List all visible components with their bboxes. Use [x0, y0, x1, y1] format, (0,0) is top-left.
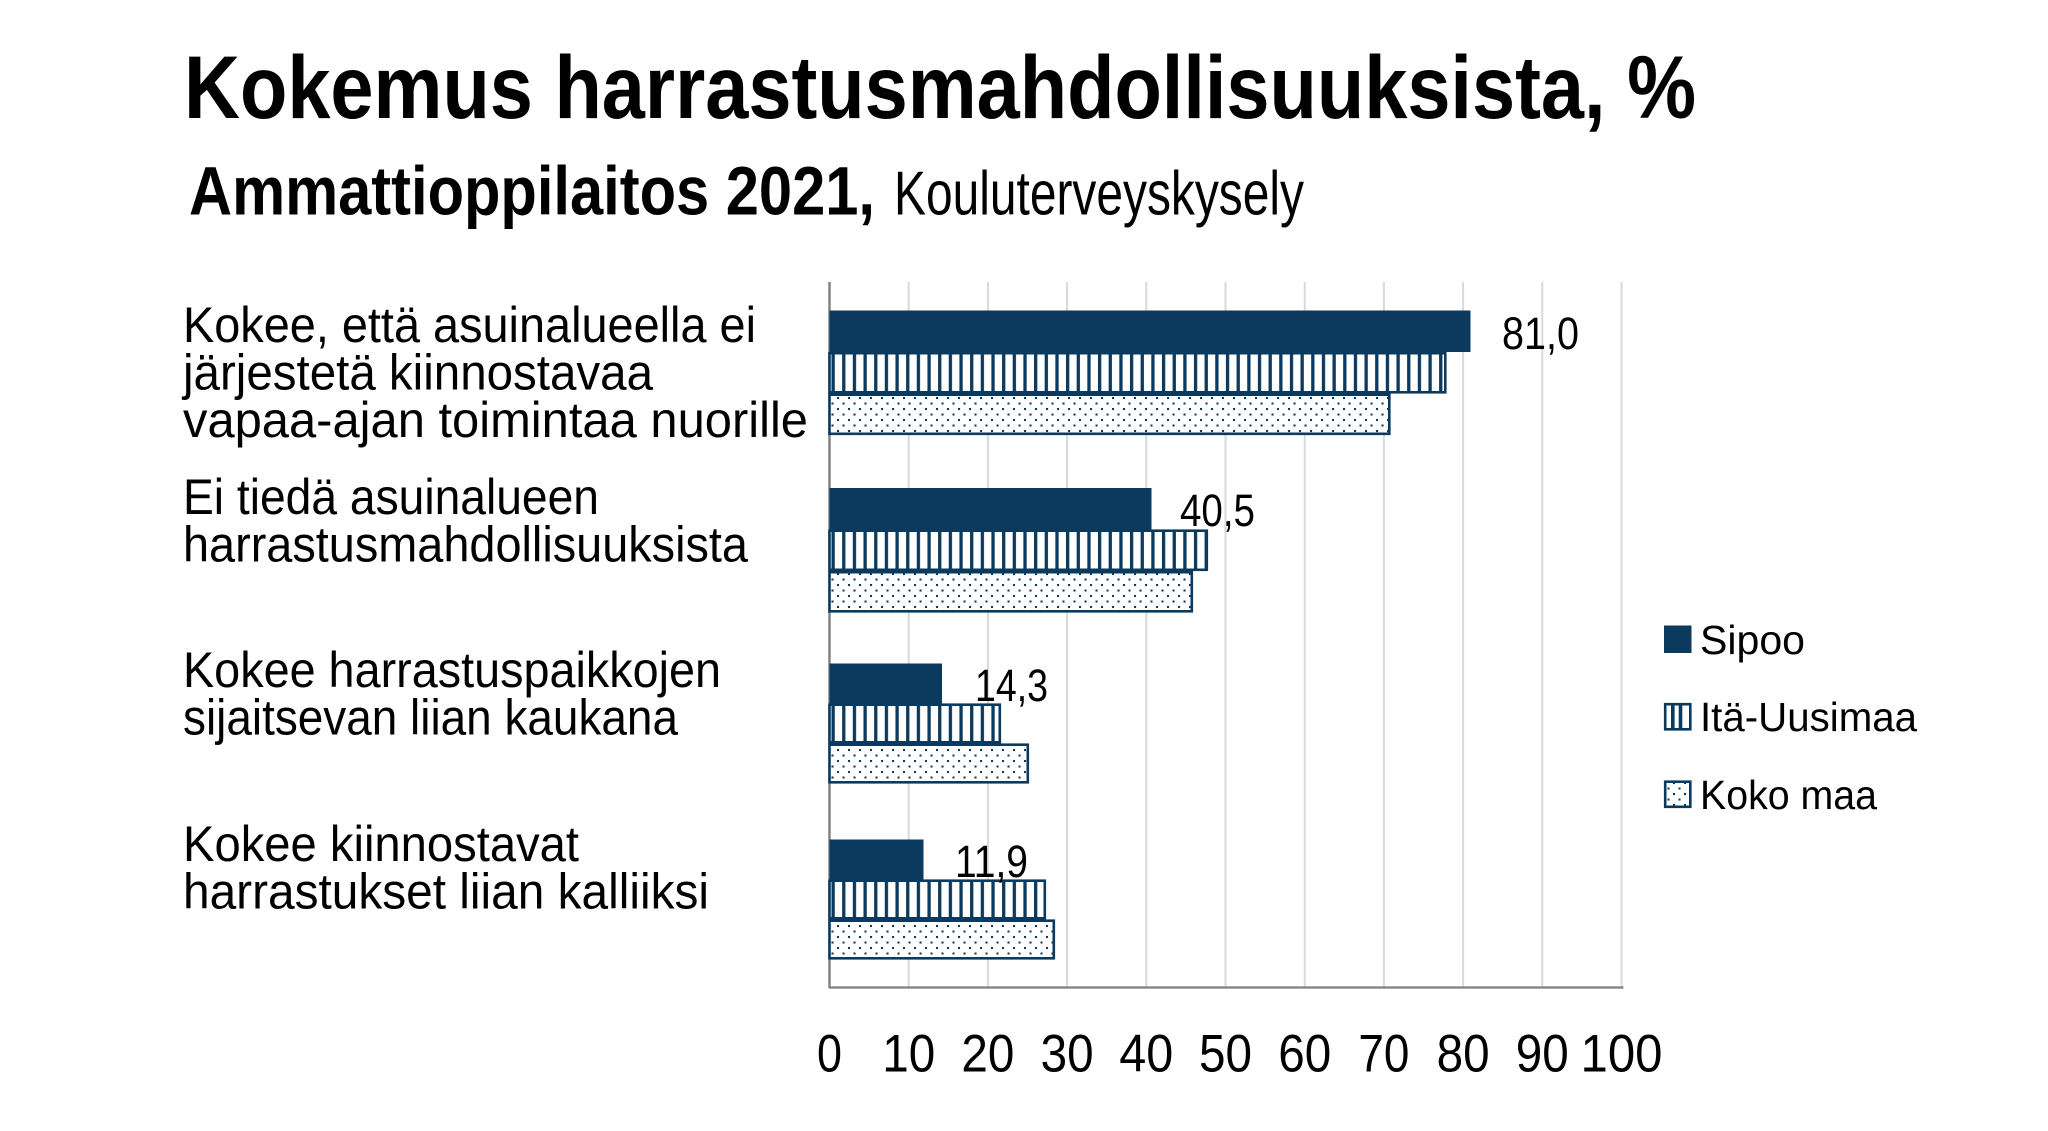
- svg-text:20: 20: [961, 1025, 1014, 1084]
- svg-text:30: 30: [1041, 1025, 1094, 1084]
- svg-text:90: 90: [1516, 1025, 1569, 1084]
- svg-text:40,5: 40,5: [1180, 485, 1255, 536]
- svg-text:10: 10: [882, 1025, 935, 1084]
- svg-text:40: 40: [1119, 1025, 1173, 1084]
- svg-text:11,9: 11,9: [955, 836, 1028, 887]
- svg-text:60: 60: [1278, 1025, 1331, 1084]
- svg-text:Ammattioppilaitos 2021,: Ammattioppilaitos 2021,: [189, 153, 875, 230]
- svg-text:100: 100: [1581, 1025, 1663, 1084]
- svg-text:Kokee kiinnostavat: Kokee kiinnostavat: [183, 816, 579, 872]
- svg-text:Sipoo: Sipoo: [1700, 617, 1805, 663]
- svg-text:14,3: 14,3: [975, 660, 1048, 711]
- svg-text:Koko maa: Koko maa: [1700, 772, 1877, 818]
- svg-text:Kokee harrastuspaikkojen: Kokee harrastuspaikkojen: [183, 642, 721, 698]
- svg-text:Itä-Uusimaa: Itä-Uusimaa: [1700, 694, 1917, 740]
- svg-text:Kokemus harrastusmahdollisuuks: Kokemus harrastusmahdollisuuksista, %: [184, 37, 1696, 137]
- svg-text:järjestetä kiinnostavaa: järjestetä kiinnostavaa: [181, 345, 653, 401]
- svg-text:70: 70: [1358, 1025, 1409, 1084]
- svg-text:0: 0: [817, 1025, 842, 1084]
- svg-text:80: 80: [1437, 1025, 1490, 1084]
- svg-text:harrastusmahdollisuuksista: harrastusmahdollisuuksista: [183, 517, 748, 573]
- svg-text:harrastukset liian kalliiksi: harrastukset liian kalliiksi: [183, 864, 709, 920]
- svg-text:81,0: 81,0: [1502, 308, 1579, 359]
- svg-text:Kouluterveyskysely: Kouluterveyskysely: [894, 160, 1304, 229]
- svg-text:vapaa-ajan toimintaa nuorille: vapaa-ajan toimintaa nuorille: [183, 392, 808, 448]
- svg-text:Kokee, että asuinalueella ei: Kokee, että asuinalueella ei: [183, 297, 756, 353]
- svg-text:Ei tiedä asuinalueen: Ei tiedä asuinalueen: [183, 469, 599, 525]
- svg-text:50: 50: [1199, 1025, 1252, 1084]
- svg-text:sijaitsevan liian kaukana: sijaitsevan liian kaukana: [183, 690, 678, 746]
